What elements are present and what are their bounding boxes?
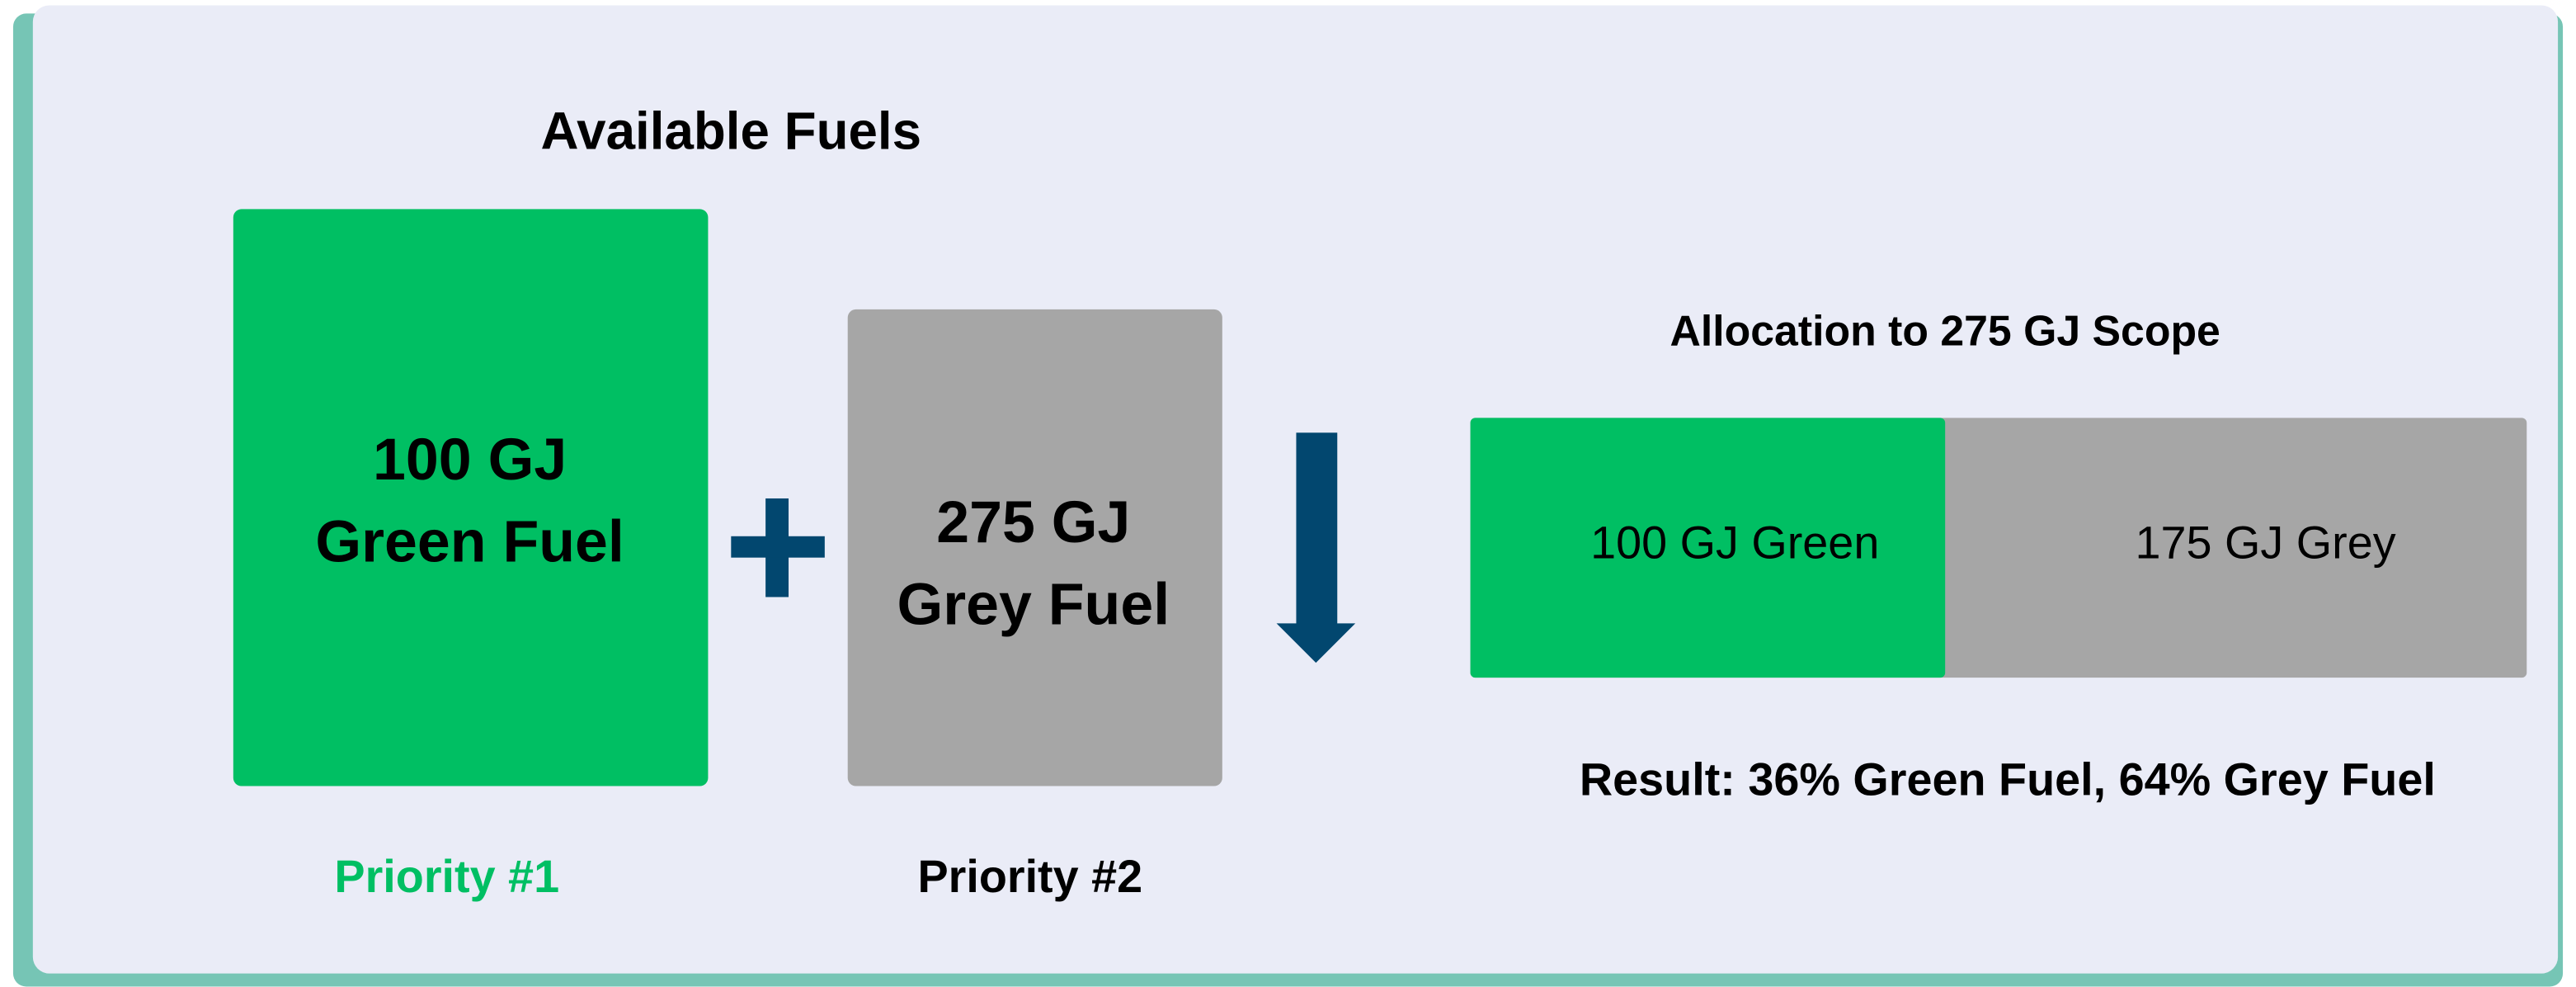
segment-label: 100 GJ Green — [1590, 517, 1879, 568]
grey-fuel-box — [847, 309, 1222, 786]
fuel-name: Grey Fuel — [897, 571, 1170, 637]
priority-label: Priority #1 — [334, 851, 559, 902]
priority-label: Priority #2 — [917, 851, 1142, 902]
title: Available Fuels — [541, 102, 922, 161]
plus-icon — [731, 536, 825, 558]
fuel-name: Green Fuel — [315, 509, 624, 575]
arrow — [1296, 432, 1338, 626]
fuel-amount: 275 GJ — [936, 489, 1130, 555]
fuel-amount: 100 GJ — [373, 427, 567, 493]
segment-label: 175 GJ Grey — [2136, 517, 2396, 568]
arrow-head — [1276, 623, 1356, 664]
allocation-title: Allocation to 275 GJ Scope — [1669, 306, 2220, 354]
result: Result: 36% Green Fuel, 64% Grey Fuel — [1580, 753, 2436, 805]
green-fuel-box — [233, 209, 709, 786]
green-segment — [1470, 418, 1946, 678]
